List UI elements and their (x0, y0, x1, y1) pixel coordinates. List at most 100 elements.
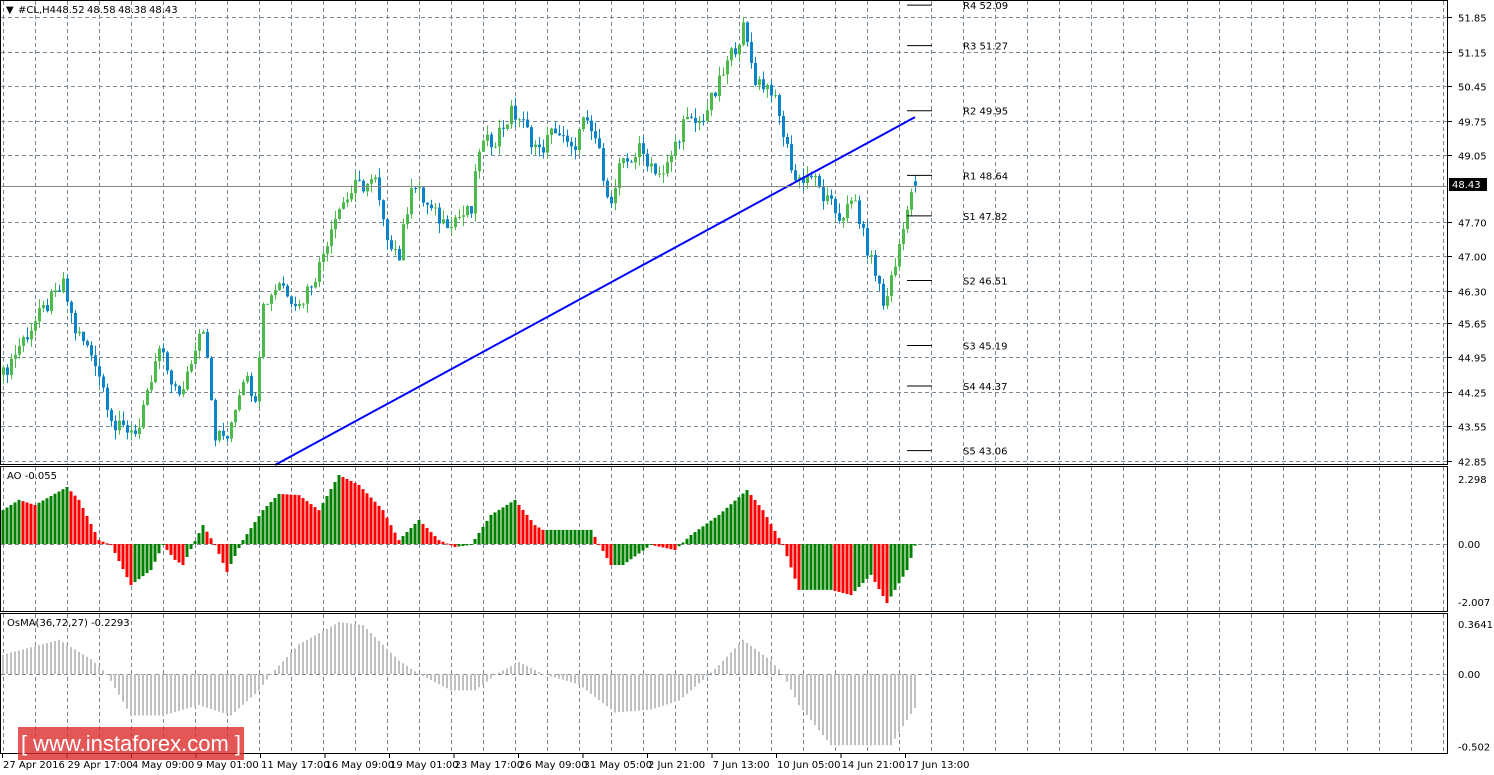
price-candles (2, 16, 917, 447)
bull-candle (406, 214, 409, 225)
ao-bar (573, 529, 577, 544)
price-tick-label: 44.25 (1458, 389, 1487, 400)
bull-candle (546, 135, 549, 153)
bear-candle (626, 158, 629, 162)
ao-bar (569, 529, 573, 544)
bull-candle (278, 283, 281, 291)
price-tick-label: 49.75 (1458, 118, 1487, 129)
indicator-tick-label: 2.298 (1458, 475, 1487, 486)
indicator-tick-label: 0.3641 (1458, 620, 1493, 631)
osma-bar (266, 674, 268, 680)
bull-candle (894, 266, 897, 276)
osma-bar (398, 660, 400, 674)
ao-bar (289, 494, 293, 544)
bull-candle (78, 331, 81, 334)
ao-bar (761, 510, 765, 544)
ao-bar (869, 544, 873, 575)
bull-candle (650, 163, 653, 167)
bull-candle (706, 110, 709, 122)
osma-bar (118, 674, 120, 695)
bear-candle (586, 117, 589, 121)
osma-bar (722, 660, 724, 674)
trendline[interactable] (274, 116, 916, 466)
bear-candle (538, 144, 541, 148)
ao-bar (389, 525, 393, 544)
ao-bar (533, 525, 537, 544)
ao-bar (545, 529, 549, 544)
bear-candle (702, 120, 705, 122)
bull-candle (402, 224, 405, 261)
bear-candle (122, 420, 125, 426)
osma-bar (466, 674, 468, 691)
ao-bar (821, 544, 825, 590)
osma-bar (830, 674, 832, 746)
osma-bar (454, 674, 456, 691)
osma-bar (626, 674, 628, 712)
osma-bar (58, 639, 60, 674)
osma-bar (594, 674, 596, 697)
main-panel-border (0, 0, 1448, 465)
ao-bar (145, 544, 149, 574)
bull-candle (850, 200, 853, 204)
bull-candle (418, 187, 421, 189)
osma-bar (478, 674, 480, 688)
bull-candle (262, 303, 265, 358)
ao-bar (393, 532, 397, 544)
ao-bar (537, 527, 541, 544)
osma-bar (338, 622, 340, 674)
osma-bar (646, 674, 648, 710)
osma-bar (130, 674, 132, 716)
osma-bar (78, 651, 80, 674)
ao-bar (853, 544, 857, 591)
osma-bar (710, 672, 712, 674)
bull-candle (534, 144, 537, 148)
ohlc-low: 48.38 (118, 5, 147, 16)
dropdown-arrow-icon[interactable]: ▼ (6, 5, 14, 16)
osma-bar (730, 652, 732, 674)
ao-bar (489, 514, 493, 544)
ao-bar (117, 544, 121, 561)
osma-bar (102, 670, 104, 674)
ao-bar (497, 509, 501, 544)
ao-bar (841, 544, 845, 593)
osma-bar (574, 674, 576, 684)
osma-bar (742, 639, 744, 674)
bull-candle (806, 175, 809, 183)
osma-bar (74, 649, 76, 674)
osma-bar (342, 622, 344, 674)
osma-panel-border (0, 613, 1448, 754)
bull-candle (550, 128, 553, 136)
osma-bar (142, 674, 144, 716)
bear-candle (178, 386, 181, 395)
bull-candle (18, 345, 21, 355)
osma-bar (162, 674, 164, 716)
ao-bar (165, 544, 169, 550)
bull-candle (342, 202, 345, 210)
bull-candle (266, 303, 269, 305)
ao-bar (253, 522, 257, 544)
bear-candle (446, 219, 449, 229)
osma-bar (802, 674, 804, 711)
ao-bar (825, 544, 829, 590)
ao-bar (817, 544, 821, 590)
bear-candle (106, 387, 109, 410)
ao-bar (85, 515, 89, 544)
bear-candle (574, 146, 577, 151)
bull-candle (150, 382, 153, 391)
osma-bar (174, 674, 176, 713)
ao-bar (361, 489, 365, 544)
ao-bar (457, 544, 461, 547)
ao-bar (705, 523, 709, 544)
ao-bar (909, 544, 913, 558)
bull-candle (230, 422, 233, 439)
bear-candle (630, 161, 633, 163)
osma-bar (438, 674, 440, 685)
bull-candle (38, 308, 41, 322)
time-label: 10 Jun 05:00 (777, 760, 841, 771)
ao-bar (141, 544, 145, 577)
ao-bar (501, 507, 505, 544)
bull-candle (614, 188, 617, 204)
ao-bar (201, 525, 205, 544)
osma-bar (822, 674, 824, 736)
